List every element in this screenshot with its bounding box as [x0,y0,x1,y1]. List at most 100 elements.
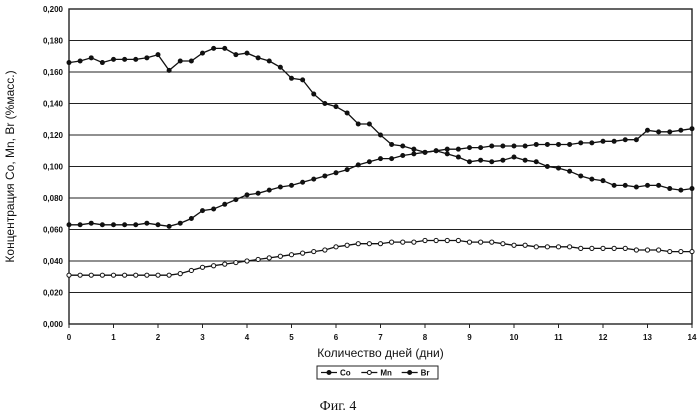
point-co [590,177,594,181]
point-co [367,122,371,126]
point-br [601,139,605,143]
point-br [256,191,260,195]
y-tick-label: 0,080 [43,194,64,203]
point-mn [89,273,93,277]
point-br [112,223,116,227]
point-co [401,144,405,148]
point-co [267,59,271,63]
point-mn [145,273,149,277]
series-line-br [69,129,692,227]
point-co [178,59,182,63]
point-co [112,57,116,61]
x-tick-label: 3 [200,333,205,342]
point-br [156,223,160,227]
x-tick-label: 10 [510,333,519,342]
y-tick-label: 0,120 [43,131,64,140]
y-tick-label: 0,200 [43,5,64,14]
y-tick-label: 0,160 [43,68,64,77]
y-tick-label: 0,060 [43,226,64,235]
point-br [690,127,694,131]
point-mn [123,273,127,277]
point-br [612,139,616,143]
y-tick-label: 0,000 [43,320,64,329]
plot-area: 0,0000,0200,0400,0600,0800,1000,1200,140… [43,5,697,342]
point-br [212,207,216,211]
point-br [501,144,505,148]
point-co [579,174,583,178]
point-mn [690,249,694,253]
point-br [456,147,460,151]
point-mn [323,248,327,252]
point-co [134,57,138,61]
point-co [501,158,505,162]
point-co [668,187,672,191]
point-mn [100,273,104,277]
point-mn [490,240,494,244]
point-br [223,202,227,206]
point-mn [167,273,171,277]
x-tick-label: 2 [156,333,161,342]
point-br [390,157,394,161]
point-br [134,223,138,227]
point-mn [590,246,594,250]
point-co [568,169,572,173]
point-br [434,149,438,153]
point-br [189,216,193,220]
point-mn [412,240,416,244]
point-br [145,221,149,225]
point-co [334,105,338,109]
point-co [379,133,383,137]
point-mn [234,260,238,264]
legend-label-co: Co [340,369,351,378]
point-mn [612,246,616,250]
point-mn [156,273,160,277]
point-br [78,223,82,227]
point-co [223,46,227,50]
point-co [356,122,360,126]
x-tick-label: 13 [643,333,652,342]
point-mn [78,273,82,277]
x-tick-label: 12 [599,333,608,342]
x-tick-label: 1 [111,333,116,342]
point-co [189,59,193,63]
point-br [657,130,661,134]
point-mn [67,273,71,277]
point-br [100,223,104,227]
legend: CoMnBr [317,366,438,379]
point-mn [289,253,293,257]
point-co [290,76,294,80]
legend-swatch-marker-br [408,371,412,375]
point-co [167,68,171,72]
point-br [468,146,472,150]
point-mn [378,242,382,246]
point-mn [245,259,249,263]
x-tick-label: 9 [467,333,472,342]
point-co [201,51,205,55]
point-br [334,171,338,175]
y-axis-title: Концентрация Co, Mn, Br (%масс.) [3,70,17,262]
point-co [100,61,104,65]
point-co [156,53,160,57]
point-co [557,166,561,170]
point-co [67,61,71,65]
point-co [256,56,260,60]
point-mn [657,248,661,252]
point-br [557,142,561,146]
y-tick-label: 0,100 [43,163,64,172]
point-br [367,160,371,164]
point-co [123,57,127,61]
point-co [512,155,516,159]
point-br [301,180,305,184]
point-co [534,160,538,164]
point-br [445,147,449,151]
point-mn [423,238,427,242]
x-tick-label: 11 [554,333,563,342]
point-mn [356,242,360,246]
point-mn [256,257,260,261]
x-tick-label: 7 [378,333,383,342]
y-tick-label: 0,040 [43,257,64,266]
point-br [490,144,494,148]
point-co [245,51,249,55]
point-mn [467,240,471,244]
point-co [479,158,483,162]
